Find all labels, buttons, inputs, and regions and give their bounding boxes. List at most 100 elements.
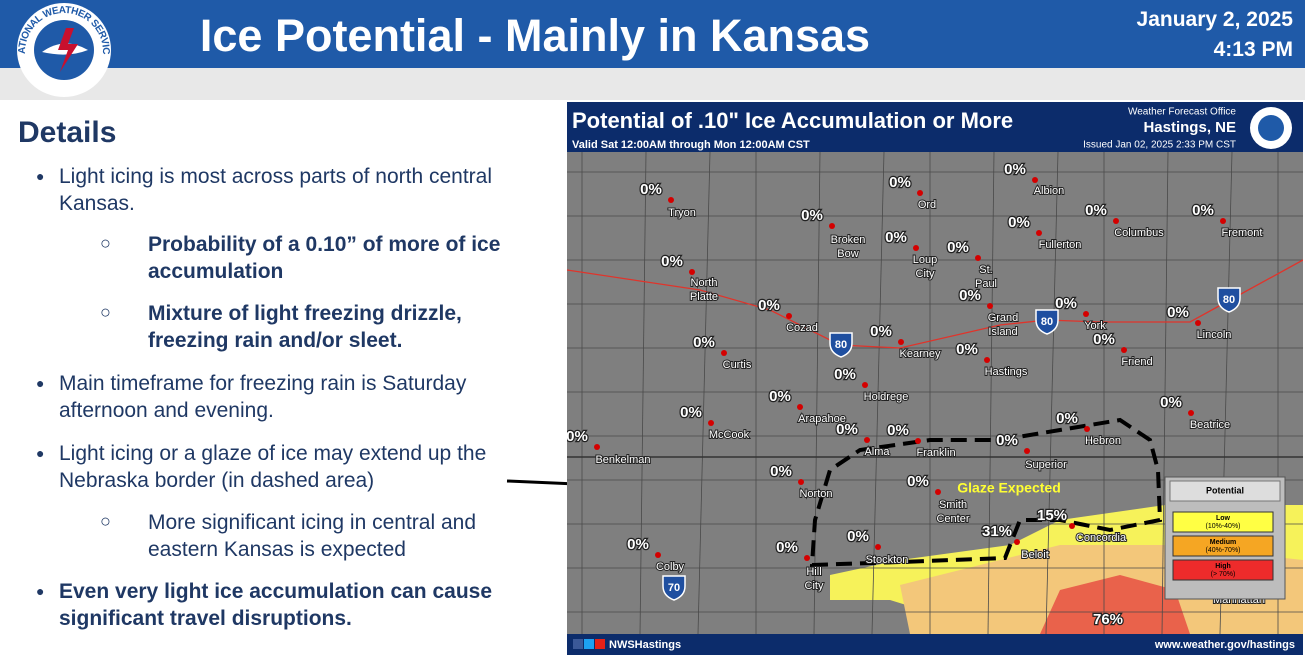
city-dot [798,479,804,485]
city-label: Hastings [985,366,1028,378]
ice-probability: 0% [1093,331,1115,348]
city-dot [917,190,923,196]
ice-probability: 0% [1004,161,1026,178]
city-label: Fullerton [1039,239,1082,251]
county-line [697,151,711,635]
city-label: Albion [1034,185,1065,197]
ice-probability: 0% [847,528,869,545]
detail-item: Light icing or a glaze of ice may extend… [59,442,487,492]
city-label: Benkelman [595,454,650,466]
city-label: Concordia [1076,532,1127,544]
map-office: Weather Forecast Office [1128,107,1236,118]
city-label: Lincoln [1197,329,1232,341]
map-footer [567,634,1303,655]
header-strip [0,68,1305,100]
legend-label: Low [1216,515,1231,522]
county-line [639,151,647,635]
ice-probability: 0% [947,239,969,256]
city-dot [804,555,810,561]
city-label: Kearney [900,348,941,360]
city-label: Hebron [1085,435,1121,447]
ice-probability: 0% [770,463,792,480]
city-label: Columbus [1114,227,1164,239]
slide-title: Ice Potential - Mainly in Kansas [199,10,871,61]
city-dot [786,313,792,319]
details-heading: Details [18,116,117,149]
ice-probability: 0% [801,207,823,224]
city-dot [1220,218,1226,224]
city-label: Tryon [668,207,696,219]
city-dot [1121,347,1127,353]
city-dot [708,420,714,426]
city-label: Beatrice [1190,419,1230,431]
detail-item: Probability of a 0.10” of more of ice ac… [148,233,501,283]
ice-probability: 0% [956,341,978,358]
ice-probability: 0% [627,536,649,553]
shield [662,575,686,601]
city-dot [975,255,981,261]
city-dot [1195,320,1201,326]
ice-probability: 0% [661,253,683,270]
glaze-annotation: Glaze Expected [957,480,1061,496]
ice-probability: 0% [1085,202,1107,219]
city-label: Ord [918,199,936,211]
city-label: Platte [690,291,718,303]
bullet: ● [36,375,45,391]
shield-label: 80 [1223,294,1235,306]
legend-range: (40%-70%) [1205,547,1240,554]
city-dot [1084,426,1090,432]
glaze-outline [809,417,1163,568]
legend-swatch [1172,511,1274,533]
ice-probability: 0% [870,323,892,340]
social-handle: NWSHastings [609,639,681,651]
city-dot [689,269,695,275]
bullet: ○ [100,302,111,322]
ice-probability: 0% [1055,295,1077,312]
legend-range: (10%-40%) [1205,523,1240,530]
ice-probability: 0% [1192,202,1214,219]
city-dot [668,197,674,203]
legend-swatch [1172,535,1274,557]
legend-title: Potential [1206,485,1244,495]
city-dot [915,438,921,444]
ice-probability: 0% [1160,394,1182,411]
detail-item: Light icing is most across parts of nort… [59,165,493,215]
city-dot [875,544,881,550]
city-label: Franklin [916,447,955,459]
ice-probability: 0% [834,366,856,383]
city-label: Island [988,326,1017,338]
county-line [987,151,995,635]
city-dot [898,339,904,345]
bullet: ○ [100,233,111,253]
shield-label: 80 [1041,316,1053,328]
city-label: Holdrege [864,391,909,403]
city-dot [829,223,835,229]
ice-probability: 0% [758,297,780,314]
city-dot [1024,448,1030,454]
bullet: ● [36,583,45,599]
social-icon [584,639,594,649]
legend-label: Medium [1210,539,1236,546]
city-label: Broken [831,234,866,246]
city-dot [1083,311,1089,317]
shield-label: 70 [668,582,680,594]
city-dot [913,245,919,251]
city-label: Bow [837,248,858,260]
map-title: Potential of .10" Ice Accumulation or Mo… [572,108,1013,133]
interstate-route [567,259,1303,349]
social-icon [595,639,605,649]
city-label: Norton [799,488,832,500]
bullet: ○ [100,511,111,531]
nws-logo: NATIONAL WEATHER SERVICE [8,0,111,97]
city-label: Paul [975,278,997,290]
ice-probability: 0% [996,432,1018,449]
detail-item: More significant icing in central and ea… [148,511,477,561]
city-label: Cozad [786,322,818,334]
city-label: Fremont [1222,227,1263,239]
legend-swatch [1172,559,1274,581]
ice-probability: 0% [887,422,909,439]
city-label: Superior [1025,459,1067,471]
county-line [1161,151,1169,635]
time: 4:13 PM [1213,38,1293,61]
